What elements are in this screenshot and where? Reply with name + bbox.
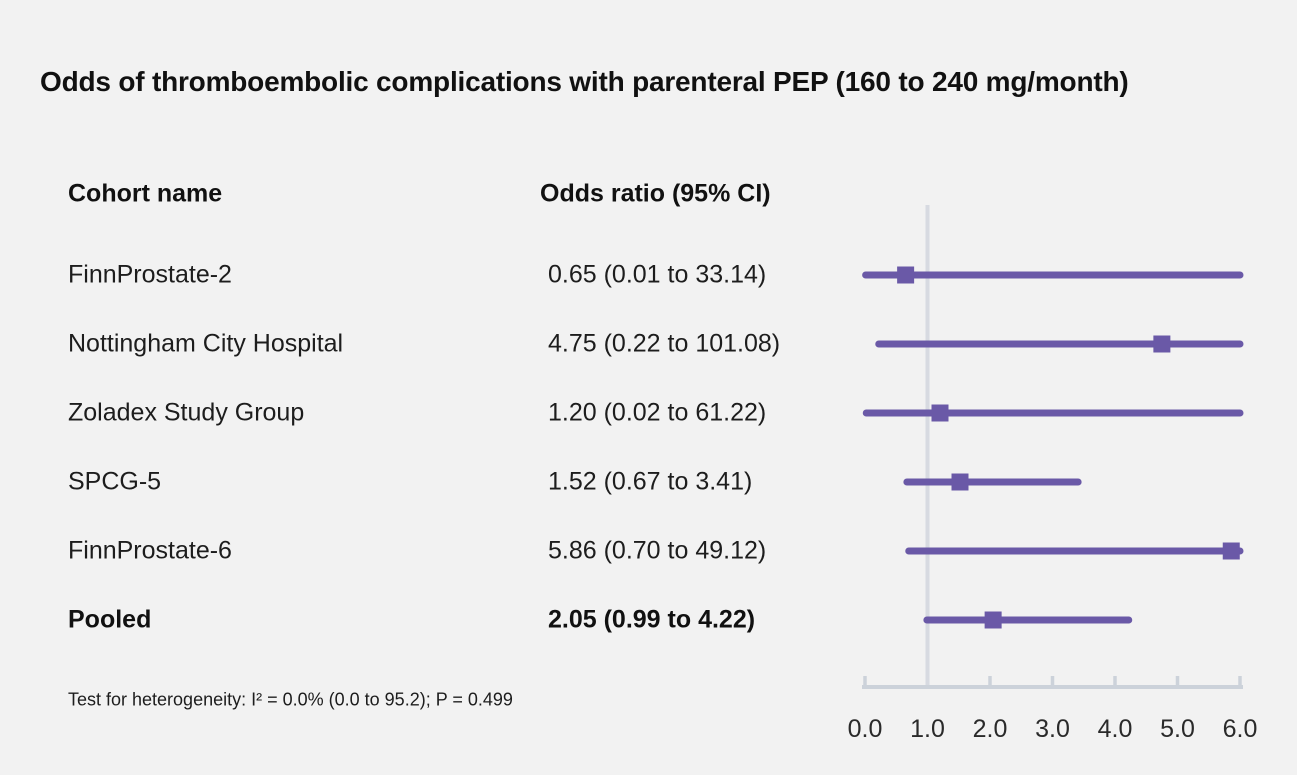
cohort-label: Zoladex Study Group <box>68 398 305 427</box>
or-marker <box>984 611 1002 629</box>
or-marker <box>931 404 949 422</box>
odds-ratio-value: 0.65 (0.01 to 33.14) <box>548 260 767 289</box>
odds-ratio-value: 5.86 (0.70 to 49.12) <box>548 536 767 565</box>
column-header-cohort-name: Cohort name <box>68 179 223 208</box>
x-axis-tick-label: 3.0 <box>1035 715 1070 743</box>
or-marker <box>951 473 969 491</box>
cohort-label: SPCG-5 <box>68 467 162 496</box>
cohort-label: Nottingham City Hospital <box>68 329 344 358</box>
figure-title: Odds of thromboembolic complications wit… <box>40 66 1129 97</box>
odds-ratio-value: 1.52 (0.67 to 3.41) <box>548 467 753 496</box>
column-header-odds-ratio: Odds ratio (95% CI) <box>540 179 771 208</box>
heterogeneity-note: Test for heterogeneity: I² = 0.0% (0.0 t… <box>68 689 513 710</box>
odds-ratio-value: 4.75 (0.22 to 101.08) <box>548 329 781 358</box>
cohort-label: FinnProstate-6 <box>68 536 232 565</box>
cohort-label: FinnProstate-2 <box>68 260 232 289</box>
x-axis-tick-label: 4.0 <box>1098 715 1133 743</box>
x-axis-tick-label: 1.0 <box>910 715 945 743</box>
or-marker <box>1153 335 1171 353</box>
x-axis-tick-label: 6.0 <box>1223 715 1258 743</box>
cohort-label: Pooled <box>68 605 152 634</box>
x-axis-tick-label: 2.0 <box>973 715 1008 743</box>
odds-ratio-value: 1.20 (0.02 to 61.22) <box>548 398 767 427</box>
or-marker <box>1222 542 1240 560</box>
x-axis-tick-label: 5.0 <box>1160 715 1195 743</box>
odds-ratio-value: 2.05 (0.99 to 4.22) <box>548 605 756 634</box>
x-axis-tick-label: 0.0 <box>848 715 883 743</box>
or-marker <box>897 266 915 284</box>
